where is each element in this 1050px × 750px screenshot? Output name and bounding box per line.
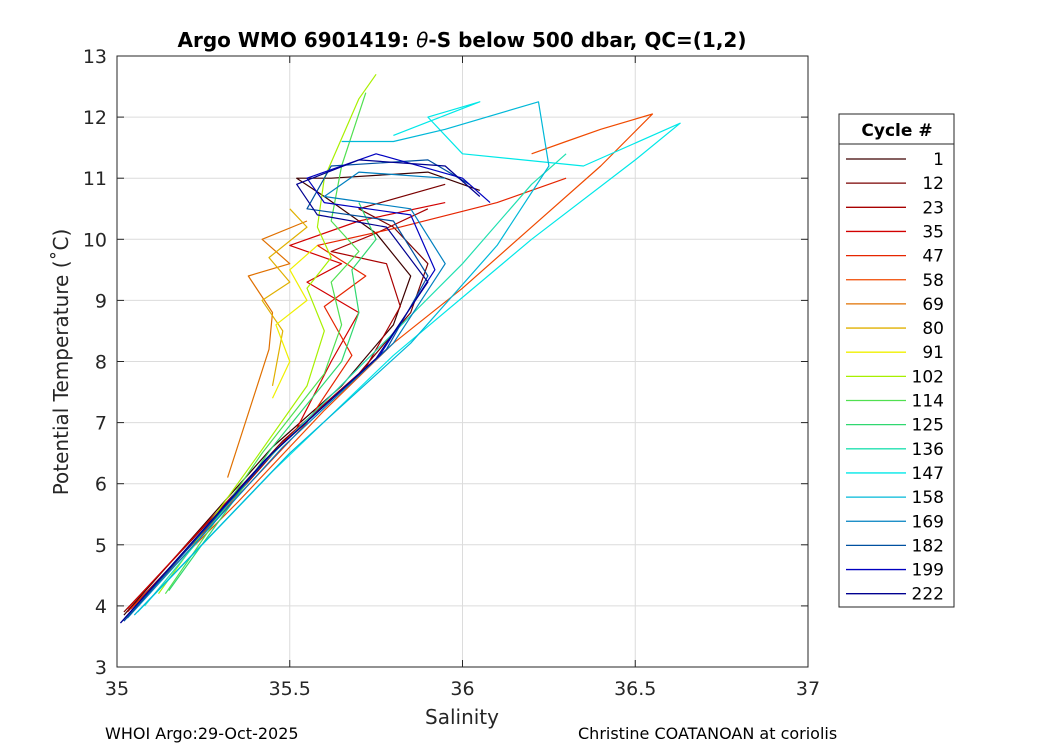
- series-line-cycle-125: [168, 202, 377, 591]
- legend-entry: 147: [846, 464, 944, 484]
- footer-credit-left: WHOI Argo:29-Oct-2025: [105, 724, 299, 743]
- legend-entry: 199: [846, 561, 944, 581]
- legend-label: 47: [922, 247, 944, 267]
- legend-label: 58: [922, 271, 944, 291]
- y-tick-label: 7: [95, 413, 107, 435]
- legend-label: 69: [922, 295, 944, 315]
- legend-label: 169: [912, 512, 944, 532]
- legend-label: 35: [922, 222, 944, 242]
- legend-entry: 222: [846, 585, 944, 605]
- legend-label: 102: [912, 367, 944, 387]
- series-line-cycle-80: [261, 208, 308, 387]
- ticks: 35 35.5 36 36.5 37 3 4 5 6 7 8 9 10 11 12 13: [83, 46, 820, 700]
- legend-label: 147: [912, 464, 944, 484]
- legend-entries: 1 12 23 35 47 58 69 80 91 102 114 125 136 147 158 169 18…: [846, 150, 944, 605]
- legend-title: Cycle #: [861, 121, 932, 141]
- legend-label: 182: [912, 536, 944, 556]
- series-group: [120, 73, 681, 624]
- legend-label: 12: [922, 174, 944, 194]
- series-line-cycle-147: [137, 101, 681, 613]
- y-tick-label: 4: [95, 596, 107, 618]
- legend: Cycle # 1 12 23 35 47 58 69 80 91 102 114 125 136 147…: [838, 113, 955, 608]
- y-tick-label: 13: [83, 46, 107, 68]
- legend-entry: 23: [846, 198, 944, 218]
- y-tick-label: 8: [95, 352, 107, 374]
- legend-entry: 12: [846, 174, 944, 194]
- legend-entry: 91: [846, 343, 944, 363]
- y-tick-label: 10: [83, 229, 107, 251]
- series-line-cycle-169: [126, 171, 446, 619]
- legend-label: 125: [912, 416, 944, 436]
- legend-entry: 35: [846, 222, 944, 242]
- legend-label: 23: [922, 198, 944, 218]
- legend-entry: 125: [846, 416, 944, 436]
- legend-label: 91: [922, 343, 944, 363]
- legend-entry: 182: [846, 536, 944, 556]
- y-tick-label: 12: [83, 107, 107, 129]
- footer-credit-right: Christine COATANOAN at coriolis: [578, 724, 838, 743]
- legend-entry: 102: [846, 367, 944, 387]
- x-tick-label: 35.5: [269, 678, 311, 700]
- y-tick-label: 11: [83, 168, 107, 190]
- series-line-cycle-114: [164, 92, 367, 595]
- series-line-cycle-1: [123, 171, 480, 616]
- legend-entry: 69: [846, 295, 944, 315]
- x-tick-label: 36.5: [614, 678, 656, 700]
- y-tick-label: 6: [95, 474, 107, 496]
- x-tick-label: 35: [105, 678, 129, 700]
- legend-entry: 58: [846, 271, 944, 291]
- legend-entry: 80: [846, 319, 944, 339]
- legend-label: 136: [912, 440, 944, 460]
- legend-label: 199: [912, 561, 944, 581]
- series-line-cycle-102: [158, 73, 377, 595]
- legend-label: 1: [933, 150, 944, 170]
- legend-entry: 114: [846, 392, 944, 412]
- legend-label: 222: [912, 585, 944, 605]
- series-line-cycle-69: [227, 220, 308, 478]
- series-line-cycle-222: [120, 159, 481, 624]
- legend-label: 114: [912, 392, 944, 412]
- y-tick-label: 9: [95, 290, 107, 312]
- legend-label: 80: [922, 319, 944, 339]
- y-axis-label: Potential Temperature (˚C): [49, 229, 73, 496]
- y-tick-label: 5: [95, 535, 107, 557]
- legend-entry: 136: [846, 440, 944, 460]
- series-line-cycle-58: [133, 113, 654, 607]
- series-line-cycle-91: [271, 244, 318, 399]
- x-tick-label: 36: [450, 678, 474, 700]
- chart-title: Argo WMO 6901419: θ-S below 500 dbar, QC…: [178, 28, 747, 52]
- legend-entry: 158: [846, 488, 944, 508]
- x-axis-label: Salinity: [425, 705, 499, 729]
- series-line-cycle-158: [133, 101, 550, 616]
- legend-entry: 47: [846, 247, 944, 267]
- legend-entry: 169: [846, 512, 944, 532]
- y-tick-label: 3: [95, 657, 107, 679]
- legend-box: [838, 113, 955, 608]
- legend-label: 158: [912, 488, 944, 508]
- legend-entry: 1: [846, 150, 944, 170]
- x-tick-label: 37: [796, 678, 820, 700]
